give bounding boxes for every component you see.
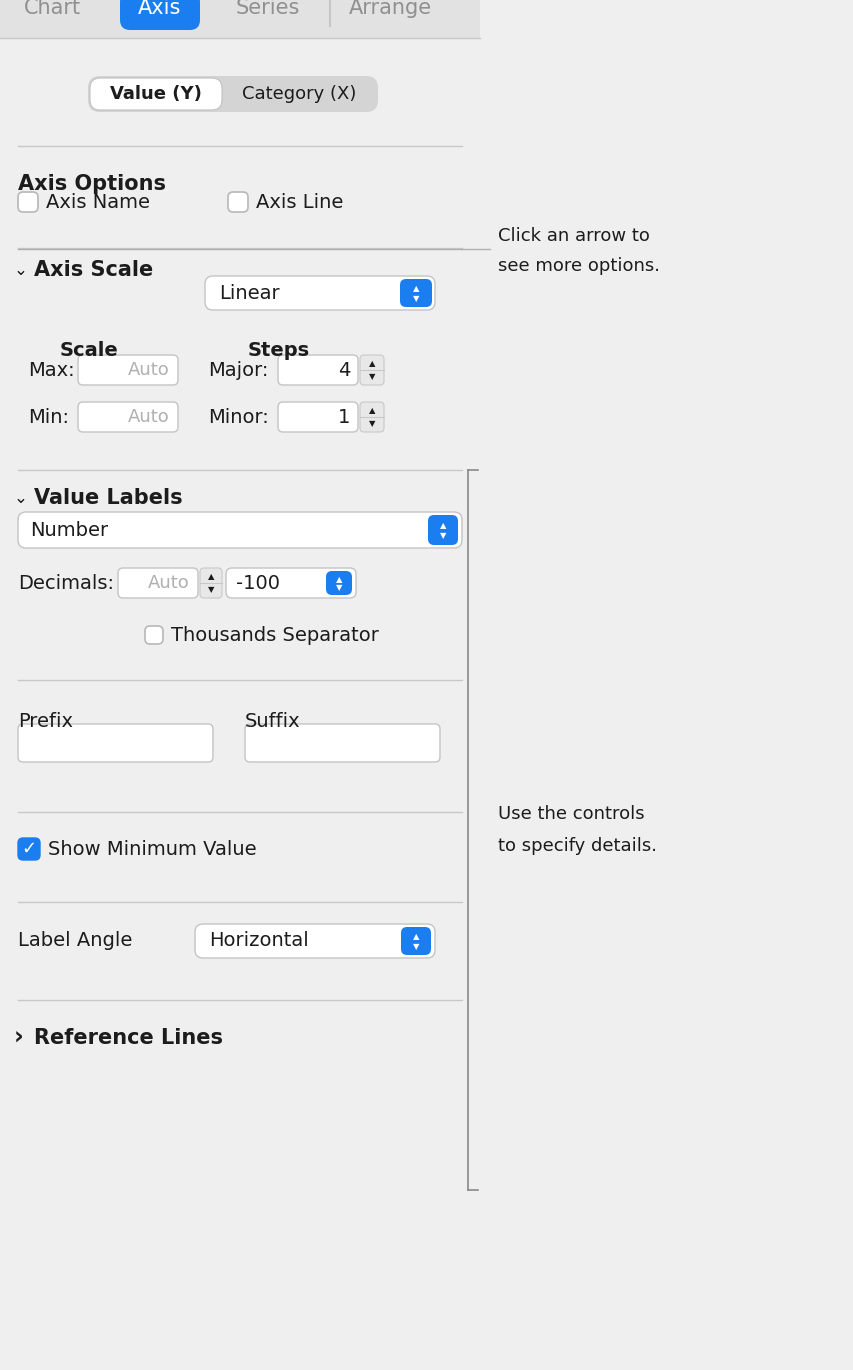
Text: ⌄: ⌄ — [14, 262, 28, 279]
Text: Axis Options: Axis Options — [18, 174, 165, 195]
FancyBboxPatch shape — [360, 401, 384, 432]
Text: Click an arrow to: Click an arrow to — [497, 227, 649, 245]
Text: 1: 1 — [337, 407, 350, 426]
Text: Horizontal: Horizontal — [209, 932, 309, 951]
Text: Value Labels: Value Labels — [34, 488, 183, 508]
Text: Minor:: Minor: — [208, 407, 269, 426]
Text: ▼: ▼ — [368, 373, 374, 381]
FancyBboxPatch shape — [145, 626, 163, 644]
FancyBboxPatch shape — [200, 569, 222, 597]
Text: ▲: ▲ — [368, 406, 374, 415]
FancyBboxPatch shape — [120, 0, 200, 30]
Bar — [0, 0, 479, 1370]
Text: ▲: ▲ — [412, 933, 419, 941]
FancyBboxPatch shape — [78, 401, 177, 432]
Text: Reference Lines: Reference Lines — [34, 1028, 223, 1048]
Text: Show Minimum Value: Show Minimum Value — [48, 840, 256, 859]
Text: to specify details.: to specify details. — [497, 837, 656, 855]
Text: Axis Scale: Axis Scale — [34, 260, 153, 279]
FancyBboxPatch shape — [401, 927, 431, 955]
Text: Decimals:: Decimals: — [18, 574, 113, 592]
FancyBboxPatch shape — [326, 571, 351, 595]
Text: Axis Line: Axis Line — [256, 193, 343, 211]
FancyBboxPatch shape — [88, 75, 378, 112]
FancyBboxPatch shape — [226, 569, 356, 597]
Text: -100: -100 — [235, 574, 280, 592]
FancyBboxPatch shape — [205, 275, 434, 310]
Text: ▲: ▲ — [412, 285, 419, 293]
Text: ›: › — [14, 1026, 24, 1049]
FancyBboxPatch shape — [427, 515, 457, 545]
Text: Value (Y): Value (Y) — [110, 85, 201, 103]
Text: Label Angle: Label Angle — [18, 930, 132, 949]
Text: Chart: Chart — [23, 0, 80, 18]
Text: ▼: ▼ — [412, 293, 419, 303]
Text: Category (X): Category (X) — [241, 85, 356, 103]
Text: Max:: Max: — [28, 360, 74, 379]
FancyBboxPatch shape — [228, 192, 247, 212]
Text: Number: Number — [30, 521, 108, 540]
FancyBboxPatch shape — [78, 355, 177, 385]
Text: Scale: Scale — [60, 341, 119, 359]
Text: ▲: ▲ — [368, 359, 374, 367]
FancyBboxPatch shape — [278, 355, 357, 385]
Text: Thousands Separator: Thousands Separator — [171, 626, 379, 644]
FancyBboxPatch shape — [245, 723, 439, 762]
Text: Auto: Auto — [128, 362, 170, 379]
Text: Arrange: Arrange — [348, 0, 431, 18]
FancyBboxPatch shape — [18, 723, 212, 762]
Text: Use the controls: Use the controls — [497, 806, 644, 823]
Text: ▼: ▼ — [368, 419, 374, 429]
Text: ▼: ▼ — [335, 582, 342, 592]
Text: Steps: Steps — [247, 341, 310, 359]
FancyBboxPatch shape — [278, 401, 357, 432]
Text: Axis: Axis — [138, 0, 182, 18]
Text: Series: Series — [235, 0, 300, 18]
FancyBboxPatch shape — [18, 192, 38, 212]
Text: Axis Name: Axis Name — [46, 193, 150, 211]
Text: Linear: Linear — [218, 284, 279, 303]
Text: Suffix: Suffix — [245, 712, 300, 732]
Bar — [0, 0, 479, 38]
Text: Auto: Auto — [148, 574, 189, 592]
FancyBboxPatch shape — [18, 838, 40, 860]
Text: ▼: ▼ — [439, 532, 446, 540]
Text: Min:: Min: — [28, 407, 69, 426]
Text: Major:: Major: — [208, 360, 268, 379]
Text: ▼: ▼ — [207, 585, 214, 595]
FancyBboxPatch shape — [360, 355, 384, 385]
Text: ▲: ▲ — [207, 571, 214, 581]
Text: ▲: ▲ — [439, 521, 446, 530]
Text: see more options.: see more options. — [497, 258, 659, 275]
Text: Prefix: Prefix — [18, 712, 73, 732]
FancyBboxPatch shape — [118, 569, 198, 597]
Text: ▼: ▼ — [412, 941, 419, 951]
Text: 4: 4 — [337, 360, 350, 379]
Text: ⌄: ⌄ — [14, 489, 28, 507]
FancyBboxPatch shape — [90, 78, 222, 110]
Text: Auto: Auto — [128, 408, 170, 426]
FancyBboxPatch shape — [18, 512, 461, 548]
Text: ▲: ▲ — [335, 575, 342, 584]
FancyBboxPatch shape — [399, 279, 432, 307]
Text: ✓: ✓ — [21, 840, 37, 858]
FancyBboxPatch shape — [194, 923, 434, 958]
